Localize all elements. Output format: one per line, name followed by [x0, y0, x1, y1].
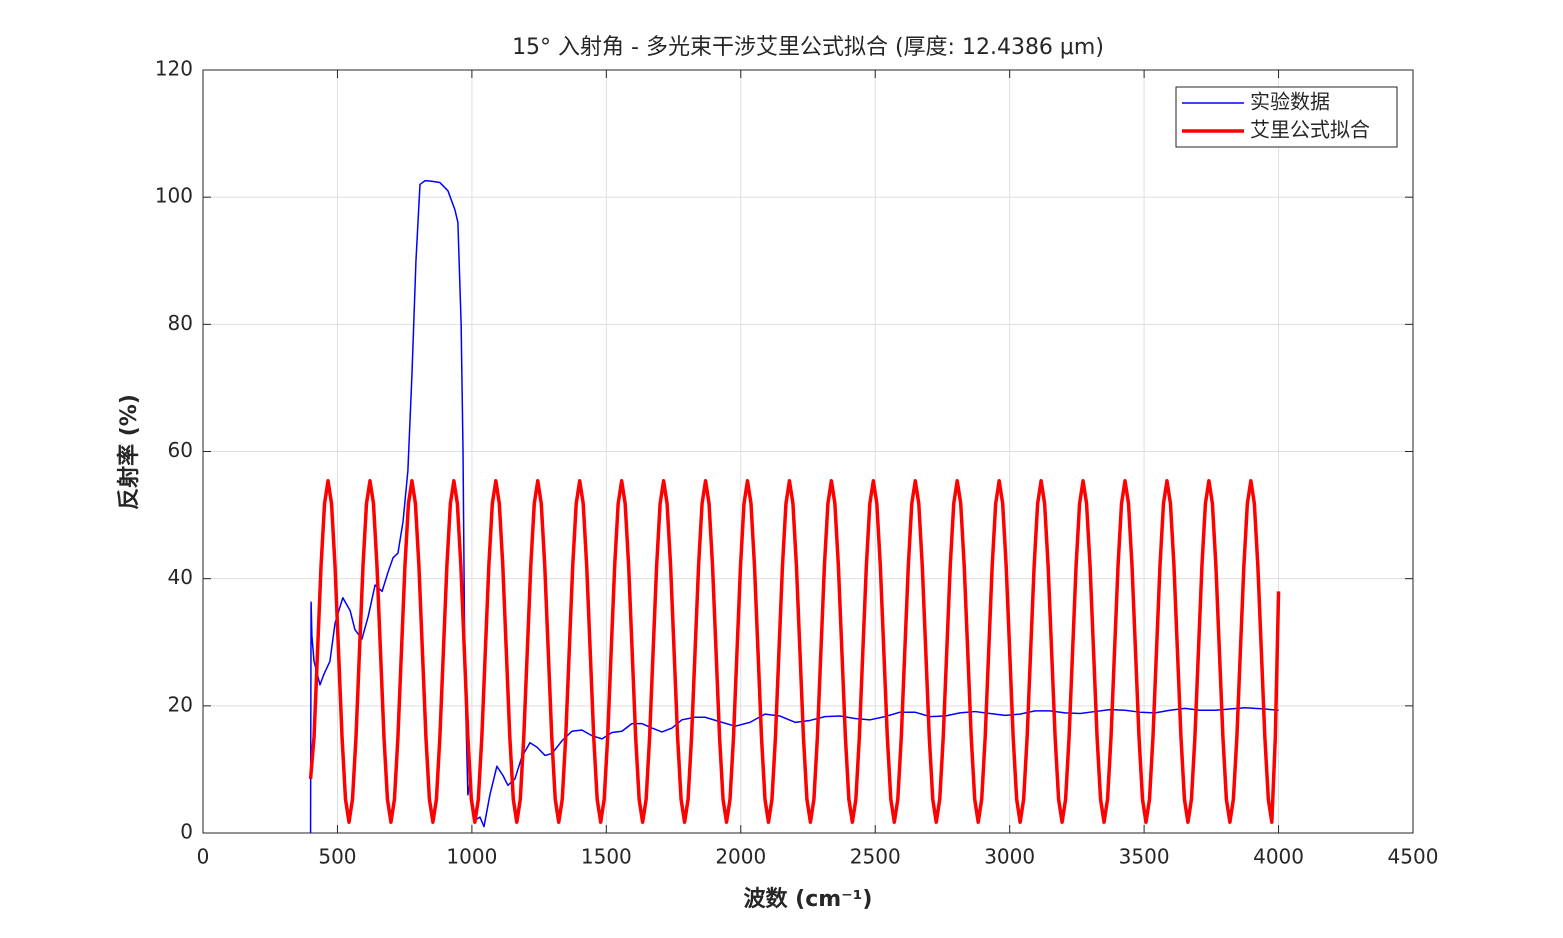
x-tick-label: 4500: [1388, 845, 1439, 869]
x-tick-label: 500: [318, 845, 356, 869]
y-tick-label: 20: [168, 692, 193, 716]
chart-title: 15° 入射角 - 多光束干涉艾里公式拟合 (厚度: 12.4386 μm): [512, 35, 1104, 60]
legend-box: [1175, 86, 1398, 148]
y-tick-label: 40: [168, 565, 193, 589]
y-axis-label: 反射率 (%): [116, 394, 142, 510]
y-tick-label: 100: [155, 184, 193, 208]
x-axis-label: 波数 (cm⁻¹): [744, 886, 873, 912]
x-tick-label: 1000: [446, 845, 497, 869]
x-tick-label: 1500: [581, 845, 632, 869]
y-tick-label: 80: [168, 311, 193, 335]
x-tick-label: 4000: [1253, 845, 1304, 869]
legend-label: 艾里公式拟合: [1250, 118, 1370, 142]
x-tick-label: 2000: [715, 845, 766, 869]
x-tick-label: 2500: [850, 845, 901, 869]
y-tick-label: 120: [155, 57, 193, 81]
y-tick-label: 0: [180, 820, 193, 844]
x-tick-label: 3000: [984, 845, 1035, 869]
x-tick-label: 0: [197, 845, 210, 869]
legend-label: 实验数据: [1250, 90, 1330, 114]
y-tick-label: 60: [168, 438, 193, 462]
plot-frame: [202, 69, 1414, 834]
x-tick-label: 3500: [1119, 845, 1170, 869]
data-line: [308, 479, 1281, 824]
